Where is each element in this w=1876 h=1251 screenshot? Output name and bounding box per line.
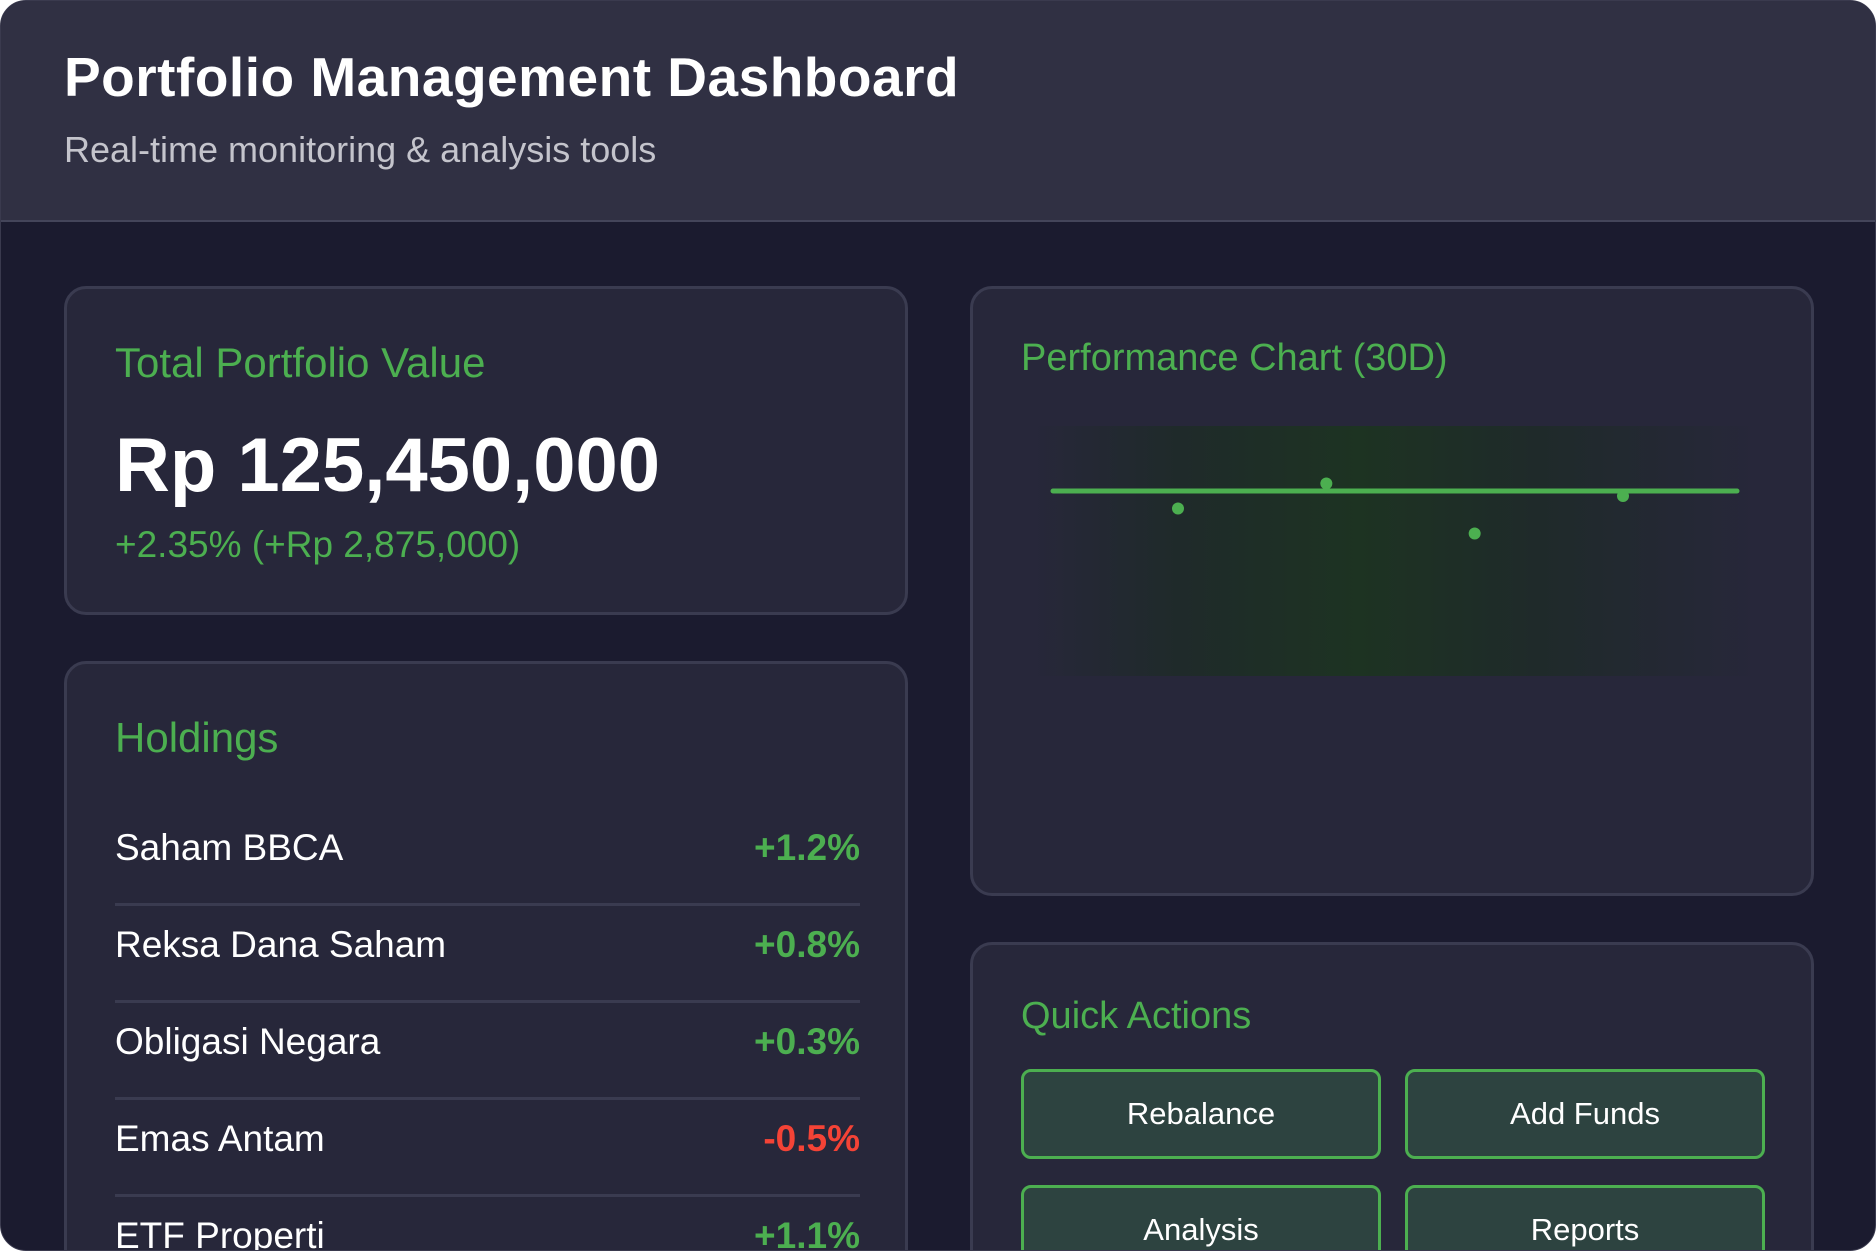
holding-row[interactable]: Saham BBCA +1.2% (115, 809, 860, 906)
total-value-card: Total Portfolio Value Rp 125,450,000 +2.… (64, 286, 908, 615)
chart-point (1320, 477, 1333, 490)
holdings-card: Holdings Saham BBCA +1.2% Reksa Dana Sah… (64, 661, 908, 1251)
analysis-button[interactable]: Analysis (1021, 1185, 1381, 1250)
holding-row[interactable]: Emas Antam -0.5% (115, 1100, 860, 1197)
page-subtitle: Real-time monitoring & analysis tools (64, 129, 657, 170)
reports-button[interactable]: Reports (1405, 1185, 1765, 1250)
performance-chart-title: Performance Chart (30D) (1021, 337, 1448, 379)
page-header: Portfolio Management Dashboard Real-time… (1, 1, 1875, 222)
holding-name: ETF Properti (115, 1215, 325, 1251)
holding-name: Reksa Dana Saham (115, 924, 447, 965)
total-value-change: +2.35% (+Rp 2,875,000) (115, 524, 521, 565)
chart-point (1468, 527, 1481, 540)
rebalance-button[interactable]: Rebalance (1021, 1069, 1381, 1159)
performance-chart-card: Performance Chart (30D) (970, 286, 1814, 896)
holding-change: +0.8% (754, 924, 860, 965)
holding-name: Emas Antam (115, 1118, 325, 1159)
holdings-list: Saham BBCA +1.2% Reksa Dana Saham +0.8% … (115, 809, 860, 1251)
add-funds-button[interactable]: Add Funds (1405, 1069, 1765, 1159)
quick-actions-title: Quick Actions (1021, 995, 1252, 1037)
performance-chart-svg (1050, 477, 1740, 540)
holding-change: +1.1% (754, 1215, 860, 1251)
holding-change: +1.2% (754, 827, 860, 868)
chart-point (1172, 502, 1184, 515)
holding-row[interactable]: ETF Properti +1.1% (115, 1197, 860, 1251)
page-title: Portfolio Management Dashboard (64, 46, 960, 108)
total-value-title: Total Portfolio Value (115, 339, 486, 386)
holding-change: +0.3% (754, 1021, 860, 1062)
holding-row[interactable]: Reksa Dana Saham +0.8% (115, 906, 860, 1003)
quick-actions-card: Quick Actions Rebalance Add Funds Analys… (970, 942, 1814, 1250)
performance-chart (1033, 426, 1757, 676)
holding-change: -0.5% (763, 1118, 860, 1159)
holding-name: Saham BBCA (115, 827, 344, 868)
holding-name: Obligasi Negara (115, 1021, 381, 1062)
chart-point (1617, 490, 1629, 502)
holdings-title: Holdings (115, 714, 279, 761)
total-value-amount: Rp 125,450,000 (115, 423, 661, 508)
holding-row[interactable]: Obligasi Negara +0.3% (115, 1003, 860, 1100)
